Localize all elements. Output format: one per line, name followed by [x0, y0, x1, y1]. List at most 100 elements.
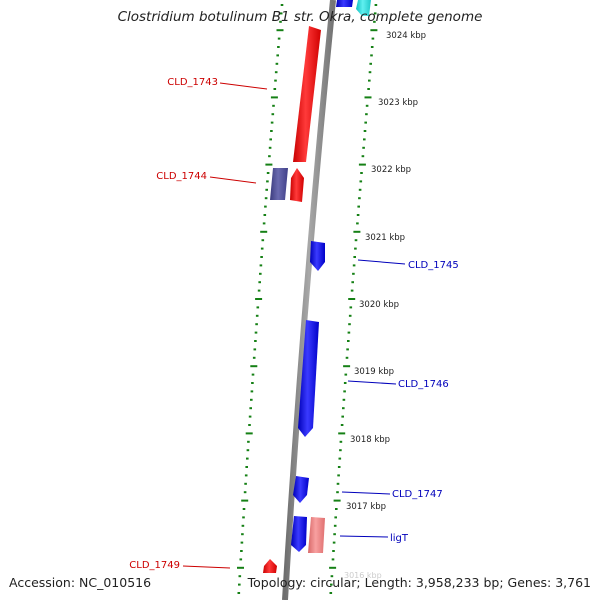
gene-cld-1746[interactable]	[298, 320, 319, 437]
gene-labels: CLD_1743 CLD_1744 CLD_1745 CLD_1746 CLD_…	[129, 77, 458, 571]
gene-label-cld-1745[interactable]: CLD_1745	[408, 260, 459, 271]
ruler-tick-inner	[244, 482, 247, 485]
gene-cld-1745[interactable]	[310, 241, 325, 271]
ruler-tick-inner	[265, 188, 268, 191]
label-leaders	[182, 82, 406, 569]
leader-cld-1745	[357, 259, 406, 265]
ruler-tick-outer	[343, 390, 346, 393]
gene-reverse-small[interactable]	[291, 516, 307, 552]
ruler-tick-inner	[259, 272, 262, 275]
ruler-tick-inner	[261, 239, 265, 242]
ruler-tick-outer	[343, 382, 347, 384]
ruler-tick-inner	[260, 230, 268, 233]
ruler-tick-outer	[371, 37, 375, 40]
ruler-tick-outer	[373, 12, 377, 15]
ruler-tick-inner	[242, 508, 246, 510]
ruler-tick-outer	[346, 348, 349, 351]
ruler-tick-inner	[249, 407, 252, 410]
genome-backbone	[282, 0, 336, 600]
ruler-tick-outer	[354, 239, 358, 242]
gene-label-cld-1746[interactable]: CLD_1746	[398, 379, 449, 390]
ruler-tick-inner	[248, 424, 251, 426]
leader-ligt	[339, 535, 389, 538]
ruler-tick-inner	[251, 373, 255, 376]
gene-label-cld-1744[interactable]: CLD_1744	[156, 171, 207, 182]
ruler-tick-outer	[347, 331, 351, 334]
ruler-tick-outer	[369, 62, 372, 65]
gene-label-ligt[interactable]: ligT	[390, 533, 409, 544]
ruler-tick-outer	[335, 508, 338, 510]
ruler-tick-outer	[353, 256, 356, 258]
ruler-tick-inner	[258, 281, 261, 284]
ruler-tick-inner	[279, 20, 282, 23]
ruler-tick-outer	[342, 407, 345, 410]
ruler-label: 3024 kbp	[386, 31, 426, 41]
gene-label-cld-1747[interactable]: CLD_1747	[392, 489, 443, 500]
ruler-tick-outer	[373, 20, 376, 23]
ruler-tick-inner	[263, 214, 267, 216]
ruler-tick-inner	[255, 323, 258, 326]
gene-label-cld-1749[interactable]: CLD_1749	[129, 560, 180, 571]
ruler-tick-outer	[333, 499, 341, 502]
ruler-tick-inner	[275, 62, 279, 65]
ruler-tick-outer	[348, 298, 356, 300]
ruler-tick-outer	[333, 524, 337, 527]
ruler-tick-outer	[370, 46, 374, 48]
ruler-tick-inner	[271, 113, 275, 116]
ruler-tick-inner	[241, 524, 245, 527]
gene-reverse-purple[interactable]	[270, 168, 288, 200]
ruler-tick-outer	[329, 566, 337, 569]
ruler-tick-outer	[370, 54, 373, 57]
ruler-tick-outer	[358, 163, 366, 166]
accession-text: Accession: NC_010516	[9, 575, 152, 590]
ruler-tick-outer	[341, 415, 344, 418]
ruler-tick-outer	[348, 314, 352, 317]
ruler-tick-inner	[241, 499, 249, 502]
gene-label-cld-1743[interactable]: CLD_1743	[167, 77, 218, 88]
ruler-tick-inner	[279, 12, 283, 15]
ruler-tick-inner	[241, 533, 244, 536]
ruler-tick-inner	[277, 46, 280, 48]
leader-cld-1746	[347, 380, 397, 385]
genome-summary-text: Topology: circular; Length: 3,958,233 bp…	[247, 575, 591, 590]
ruler-tick-outer	[356, 214, 360, 216]
ruler-tick-outer	[365, 104, 369, 107]
ruler-label: 3021 kbp	[365, 233, 405, 243]
gene-reverse-top[interactable]	[336, 0, 353, 7]
ruler-tick-inner	[254, 340, 257, 342]
ruler-tick-outer	[364, 121, 367, 124]
ruler-tick-inner	[274, 71, 278, 74]
ruler-tick-outer	[358, 188, 362, 191]
ruler-tick-inner	[253, 348, 257, 351]
ruler-tick-outer	[347, 340, 350, 342]
gene-cld-1744[interactable]	[290, 168, 304, 202]
ruler-tick-inner	[262, 222, 266, 225]
ruler-tick-outer	[349, 306, 353, 309]
ruler-tick-outer	[368, 79, 371, 82]
ruler-tick-outer	[350, 289, 354, 292]
ruler-tick-outer	[361, 155, 365, 158]
ruler-tick-outer	[364, 96, 372, 99]
gene-features	[263, 0, 371, 573]
faint-ruler-label: 3016 kbp	[344, 571, 382, 580]
ruler-label: 3020 kbp	[359, 300, 399, 310]
ruler-tick-inner	[266, 172, 270, 174]
ruler-tick-outer	[358, 197, 361, 200]
gene-reverse-top-cyan[interactable]	[356, 0, 371, 16]
ruler-tick-inner	[265, 163, 273, 166]
ruler-label: 3022 kbp	[371, 165, 411, 175]
ruler-tick-inner	[260, 247, 264, 250]
ruler-tick-outer	[352, 264, 356, 267]
leader-cld-1747	[341, 491, 391, 495]
ruler-tick-outer	[352, 272, 355, 275]
ruler-tick-outer	[333, 533, 336, 536]
gene-ligt[interactable]	[308, 517, 325, 553]
ruler-tick-outer	[363, 130, 367, 132]
ruler-tick-inner	[240, 541, 244, 544]
gene-cld-1747[interactable]	[293, 476, 309, 503]
ruler-tick-inner	[238, 583, 241, 586]
ruler-tick-outer	[339, 449, 342, 452]
ruler-tick-inner	[246, 449, 250, 452]
gene-cld-1749[interactable]	[263, 559, 277, 573]
gene-cld-1743[interactable]	[293, 26, 321, 162]
